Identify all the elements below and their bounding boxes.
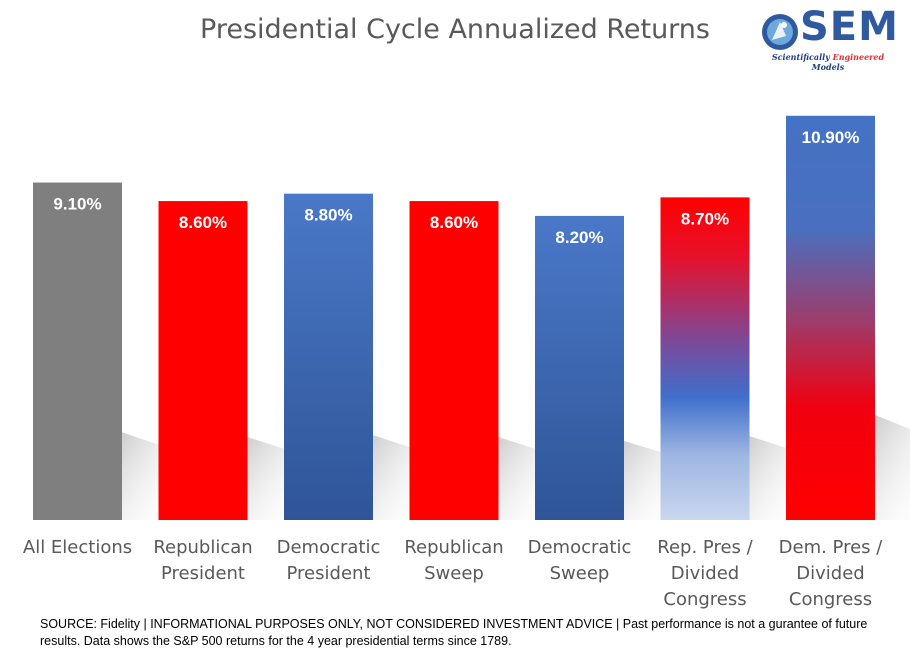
bar-2 — [284, 193, 373, 520]
category-label-5-line-1: Divided — [671, 563, 739, 584]
category-label-1-line-0: Republican — [153, 537, 252, 558]
bar-0 — [33, 182, 122, 520]
category-label-6-line-2: Congress — [789, 589, 872, 610]
logo-tagline: Scientifically Engineered Models — [771, 52, 885, 72]
globe-icon — [762, 14, 798, 50]
data-label-6: 10.90% — [802, 128, 860, 147]
category-label-5-line-0: Rep. Pres / — [657, 537, 753, 558]
logo-text: SEM — [800, 4, 899, 50]
category-label-2-line-0: Democratic — [277, 537, 381, 558]
bar-4 — [535, 215, 624, 520]
source-note: SOURCE: Fidelity | INFORMATIONAL PURPOSE… — [40, 617, 868, 648]
data-label-1: 8.60% — [179, 213, 227, 232]
category-label-6-line-0: Dem. Pres / — [779, 537, 884, 558]
category-label-4-line-0: Democratic — [528, 537, 632, 558]
data-label-4: 8.20% — [555, 228, 603, 247]
category-label-0-line-0: All Elections — [23, 537, 132, 558]
bar-chart: 9.10% 8.60% 8.80% 8.60% 8.20% 8.70% 10.90% All… — [23, 115, 910, 610]
bar-shadow — [875, 414, 910, 520]
category-label-4-line-1: Sweep — [550, 563, 610, 584]
data-label-0: 9.10% — [53, 195, 101, 214]
data-label-3: 8.60% — [430, 213, 478, 232]
category-label-3-line-1: Sweep — [424, 563, 484, 584]
category-label-3-line-0: Republican — [404, 537, 503, 558]
category-label-2-line-1: President — [287, 563, 371, 584]
bar-6 — [786, 115, 875, 521]
data-label-2: 8.80% — [304, 206, 352, 225]
data-label-5: 8.70% — [681, 209, 729, 228]
bar-1 — [158, 201, 248, 521]
category-label-5-line-2: Congress — [663, 589, 746, 610]
category-label-6-line-1: Divided — [796, 563, 864, 584]
category-label-1-line-1: President — [161, 563, 245, 584]
sem-logo: SEM Scientifically Engineered Models — [758, 4, 898, 72]
bar-3 — [409, 201, 499, 521]
chart-title: Presidential Cycle Annualized Returns — [200, 14, 710, 45]
bar-5 — [660, 197, 750, 520]
